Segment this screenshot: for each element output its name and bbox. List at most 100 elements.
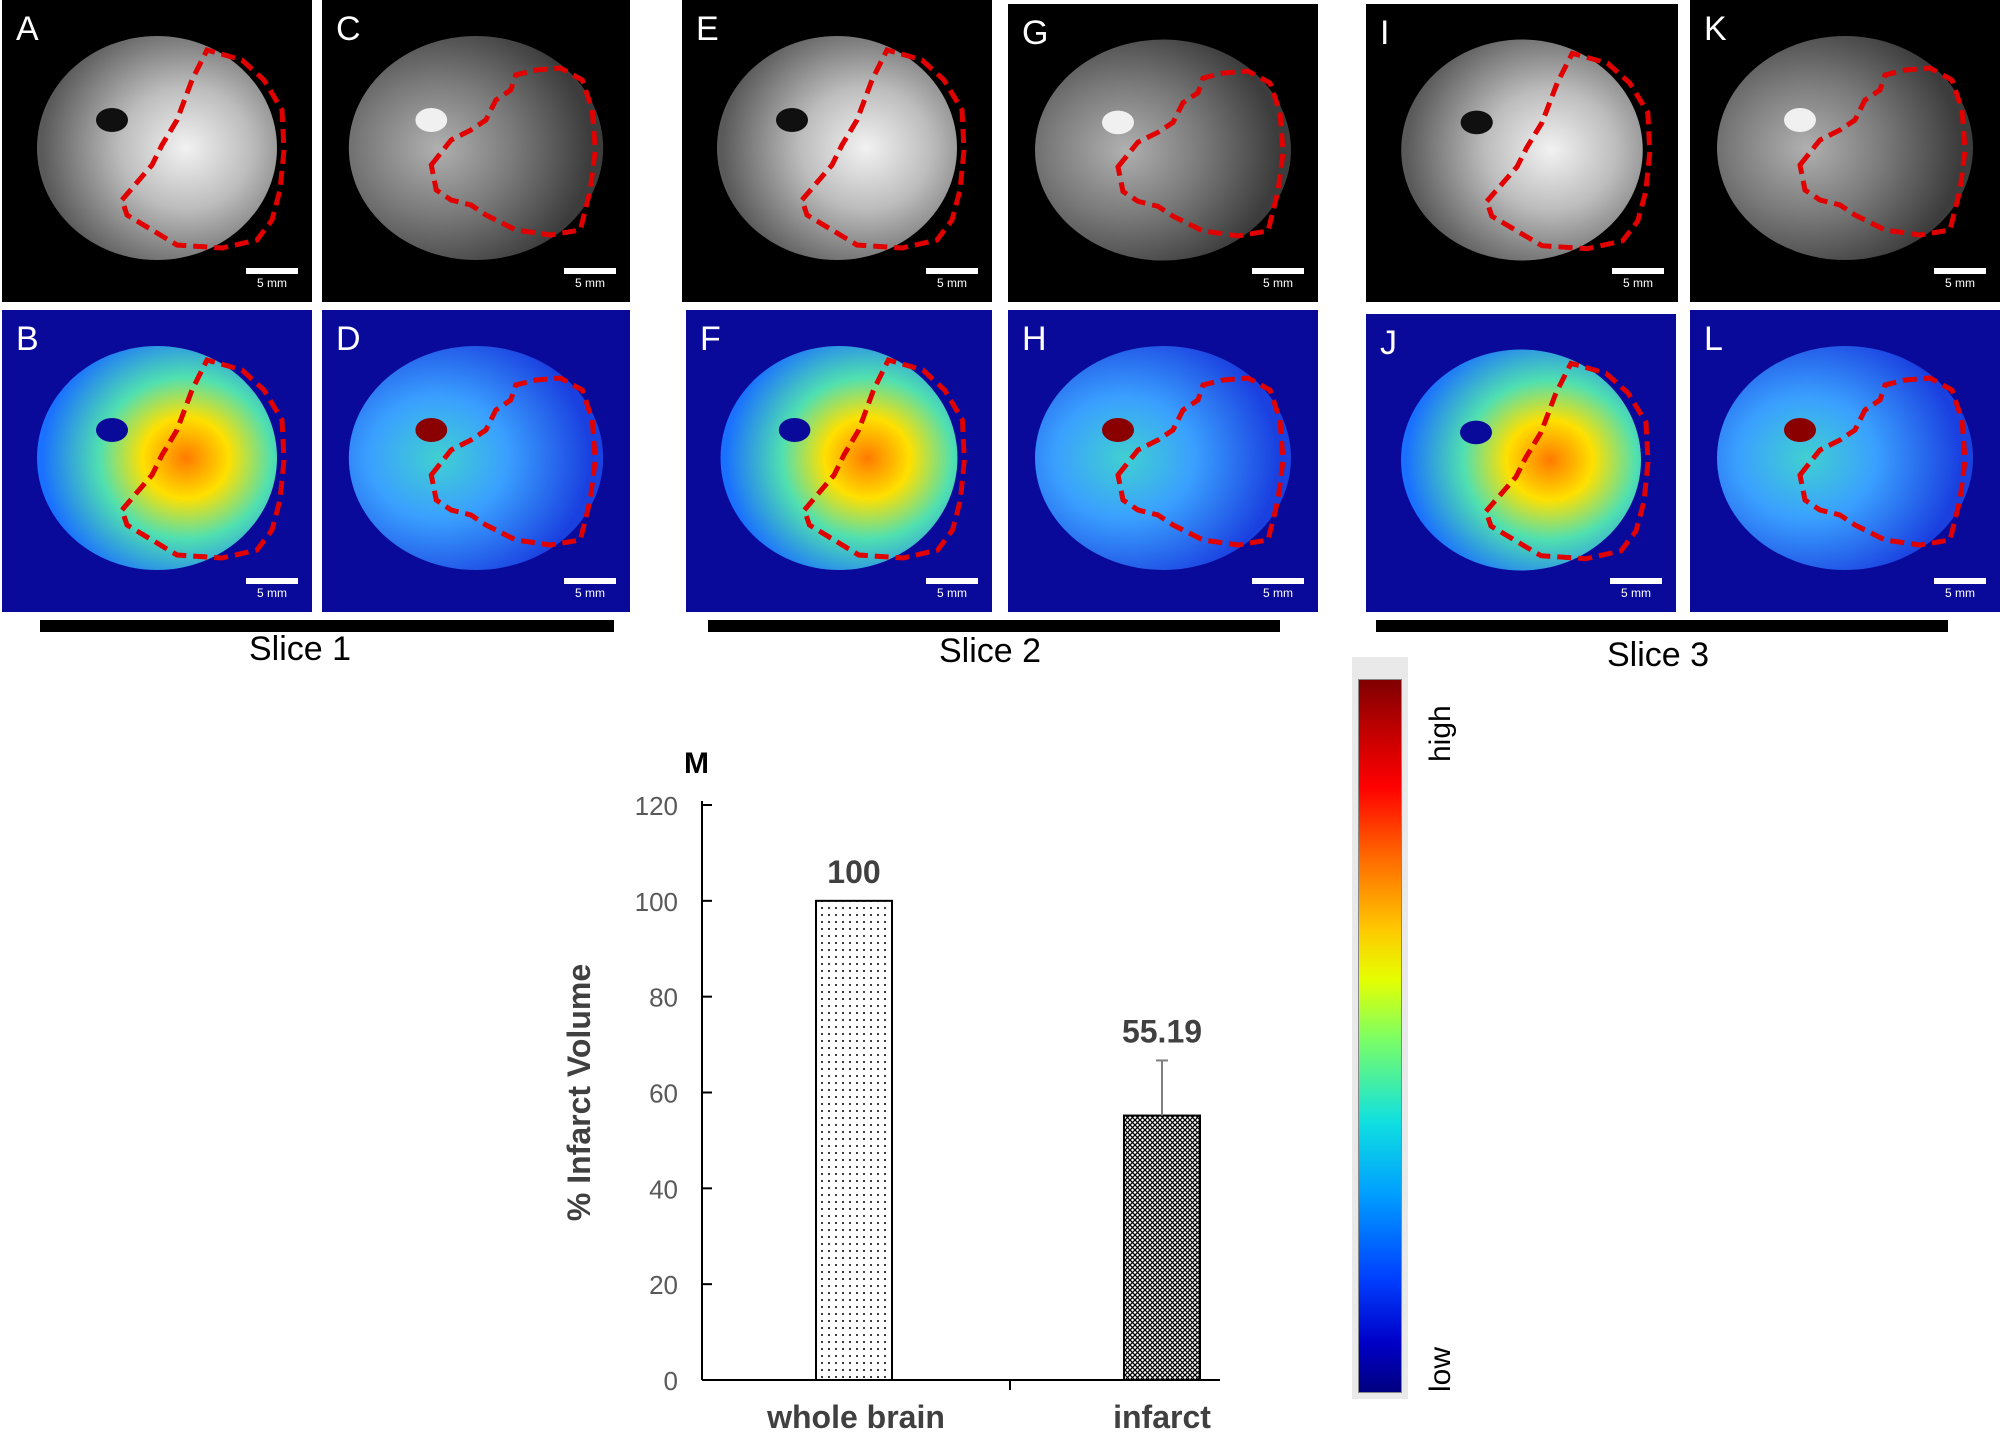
scale-bar-label: 5 mm [1263, 586, 1293, 600]
brain-region [1401, 349, 1641, 571]
scale-bar-label: 5 mm [575, 276, 605, 290]
scale-bar-line [926, 578, 978, 584]
colorbar [1352, 657, 1408, 1399]
y-tick-label: 100 [635, 887, 678, 917]
image-panel-h: H 5 mm [1008, 310, 1318, 612]
slice-2-underline [708, 620, 1280, 632]
brain-scan [348, 36, 604, 260]
panel-letter: J [1380, 324, 1397, 362]
panel-letter: H [1022, 320, 1047, 358]
ventricle [415, 108, 448, 132]
infarct-outline [1115, 375, 1286, 548]
brain-region [720, 346, 958, 570]
brain-scan [348, 346, 604, 570]
scale-bar: 5 mm [926, 268, 978, 290]
brain-scan [1035, 346, 1291, 570]
image-panel-a: A 5 mm [2, 0, 312, 302]
scale-bar-line [1934, 268, 1986, 274]
ventricle [96, 108, 128, 132]
image-panel-g: G 5 mm [1008, 4, 1318, 302]
brain-scan [717, 36, 967, 260]
brain-scan [1035, 39, 1291, 261]
brain-scan [37, 36, 287, 260]
scale-bar-line [246, 268, 298, 274]
scale-bar: 5 mm [564, 268, 616, 290]
scale-bar: 5 mm [1610, 578, 1662, 600]
brain-scan [1717, 36, 1973, 260]
ventricle [1460, 110, 1493, 135]
slice-3-underline [1376, 620, 1948, 632]
infarct-outline [119, 357, 287, 561]
infarct-outline [1115, 68, 1286, 239]
bar-infarct [1123, 1114, 1201, 1381]
brain-region [37, 346, 277, 570]
infarct-volume-chart: M 0 20 40 60 80 100 120 100 whole brain 55.19 inf… [540, 745, 1340, 1439]
brain-region [1717, 346, 1973, 570]
bar-whole-brain [815, 899, 893, 1381]
brain-region [717, 36, 957, 260]
brain-scan [37, 346, 287, 570]
infarct-outline [799, 47, 967, 251]
slice-1-underline [40, 620, 614, 632]
scale-bar-line [564, 268, 616, 274]
y-tick-label: 60 [649, 1079, 678, 1109]
image-panel-j: J 5 mm [1366, 314, 1676, 612]
y-tick-label: 120 [635, 791, 678, 821]
slice-3-label: Slice 3 [1606, 636, 1710, 674]
ventricle [1102, 110, 1134, 135]
infarct-outline [428, 65, 598, 238]
ventricle [1460, 420, 1492, 445]
scale-bar: 5 mm [246, 268, 298, 290]
scale-bar: 5 mm [564, 578, 616, 600]
colorbar-high-label: high [1424, 705, 1457, 762]
scale-bar-label: 5 mm [1623, 276, 1653, 290]
panel-letter: D [336, 320, 361, 358]
image-panel-k: K 5 mm [1690, 0, 2000, 302]
y-tick-label: 0 [664, 1366, 678, 1396]
panel-letter: B [16, 320, 39, 358]
scale-bar-line [1252, 268, 1304, 274]
panel-letter: C [336, 10, 361, 48]
image-panel-i: I 5 mm [1366, 4, 1678, 302]
brain-region [1401, 39, 1643, 261]
brain-region [37, 36, 277, 260]
panel-letter: I [1380, 14, 1390, 52]
infarct-outline [428, 375, 598, 548]
scale-bar-line [564, 578, 616, 584]
scale-bar-line [1610, 578, 1662, 584]
scale-bar-line [246, 578, 298, 584]
image-panel-e: E 5 mm [682, 0, 992, 302]
infarct-outline [1483, 50, 1653, 252]
y-axis-label: % Infarct Volume [561, 964, 597, 1221]
panel-letter: L [1704, 320, 1723, 358]
scale-bar: 5 mm [1934, 268, 1986, 290]
scale-bar: 5 mm [246, 578, 298, 600]
colorbar-gradient [1358, 679, 1402, 1393]
ventricle [776, 108, 808, 132]
ventricle [1784, 108, 1816, 132]
panel-letter: A [16, 10, 39, 48]
scale-bar-label: 5 mm [1263, 276, 1293, 290]
image-panel-b: B 5 mm [2, 310, 312, 612]
slice-2-label: Slice 2 [938, 632, 1042, 670]
brain-region [1035, 39, 1291, 261]
scale-bar-line [1934, 578, 1986, 584]
scale-bar-line [1252, 578, 1304, 584]
brain-scan [1401, 39, 1653, 261]
scale-bar-line [926, 268, 978, 274]
chart-panel-letter: M [684, 747, 709, 780]
scale-bar-label: 5 mm [257, 276, 287, 290]
scale-bar: 5 mm [926, 578, 978, 600]
y-tick-label: 80 [649, 983, 678, 1013]
ventricle [778, 418, 811, 442]
y-tick-label: 40 [649, 1174, 678, 1204]
infarct-outline [1797, 65, 1968, 238]
data-label: 55.19 [1122, 1013, 1202, 1049]
scale-bar-label: 5 mm [937, 276, 967, 290]
scale-bar: 5 mm [1612, 268, 1664, 290]
scale-bar-label: 5 mm [1945, 586, 1975, 600]
brain-region [1035, 346, 1291, 570]
brain-region [348, 36, 604, 260]
brain-scan [1401, 349, 1651, 571]
image-panel-l: L 5 mm [1690, 310, 2000, 612]
